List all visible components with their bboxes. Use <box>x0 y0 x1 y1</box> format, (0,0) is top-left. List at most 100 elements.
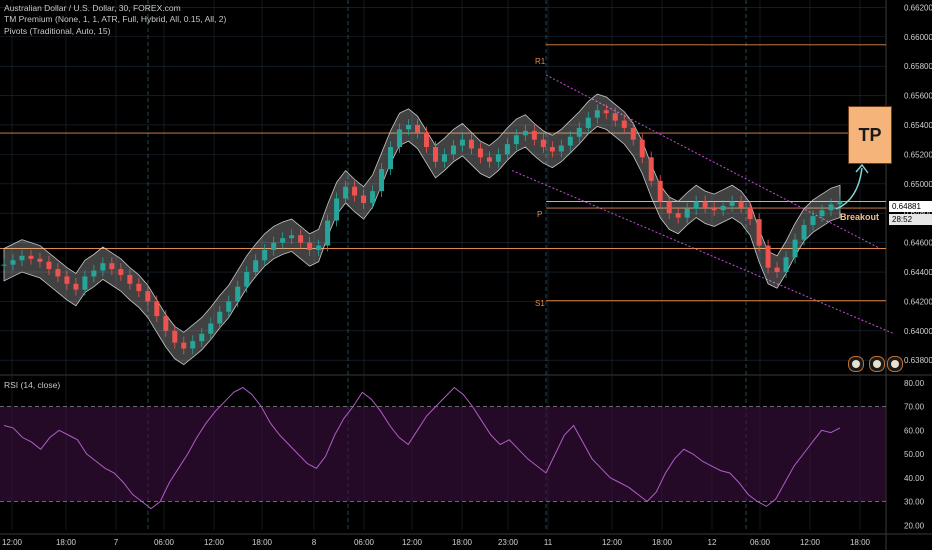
rsi-tick-label: 80.00 <box>904 379 925 388</box>
candle-body <box>477 148 483 158</box>
candle-body <box>567 136 573 146</box>
candle-body <box>352 186 358 196</box>
candle-body <box>549 147 555 152</box>
candle-body <box>486 157 492 162</box>
time-tick-label: 12:00 <box>800 538 821 547</box>
candle-body <box>388 147 394 170</box>
candle-body <box>729 201 735 206</box>
candle-body <box>783 257 789 273</box>
candle-body <box>585 117 591 128</box>
candle-body <box>756 219 762 246</box>
price-tick-label: 0.64200 <box>904 297 932 306</box>
candle-body <box>415 124 421 133</box>
candle-body <box>612 113 618 121</box>
candle-body <box>621 120 627 128</box>
time-axis[interactable]: 12:00 18:00 7 06:00 12:00 18:00 8 06:00 12:00 18:… <box>2 538 871 547</box>
time-tick-label: 11 <box>544 538 553 547</box>
candle-body <box>450 145 456 155</box>
event-badge-icon[interactable] <box>869 356 885 372</box>
candle-body <box>280 238 286 243</box>
candle-body <box>298 235 304 243</box>
rsi-tick-label: 70.00 <box>904 403 925 412</box>
rsi-tick-label: 50.00 <box>904 450 925 459</box>
price-tick-label: 0.65800 <box>904 62 932 71</box>
price-tick-label: 0.64600 <box>904 239 932 248</box>
candle-body <box>639 139 645 158</box>
candle-body <box>648 157 654 181</box>
price-candles <box>1 104 843 355</box>
candle-body <box>334 198 340 221</box>
candle-body <box>136 283 142 292</box>
time-tick-label: 8 <box>312 538 317 547</box>
candle-body <box>100 263 106 271</box>
candle-body <box>819 210 825 217</box>
candle-body <box>801 224 807 240</box>
price-tick-label: 0.65600 <box>904 92 932 101</box>
time-tick-label: 18:00 <box>252 538 273 547</box>
candle-body <box>370 191 376 203</box>
candle-body <box>55 269 61 277</box>
candle-body <box>630 127 636 140</box>
time-tick-label: 18:00 <box>56 538 77 547</box>
last-price-tag: 0.64881 <box>889 201 932 212</box>
candle-body <box>316 245 322 250</box>
time-tick-label: 12:00 <box>602 538 623 547</box>
candle-body <box>675 213 681 218</box>
candle-body <box>693 201 699 209</box>
candle-body <box>603 110 609 114</box>
legend-indicator-pivots[interactable]: Pivots (Traditional, Auto, 15) <box>4 26 111 36</box>
rsi-tick-label: 20.00 <box>904 521 925 530</box>
legend-indicator-tm[interactable]: TM Premium (None, 1, 1, ATR, Full, Hybri… <box>4 14 227 24</box>
candle-body <box>91 270 97 277</box>
bar-countdown-tag: 28:52 <box>889 214 932 225</box>
candle-body <box>64 276 70 284</box>
candle-body <box>504 144 510 155</box>
candle-body <box>145 291 151 302</box>
candle-body <box>181 342 187 349</box>
candle-body <box>10 260 16 265</box>
channel-lower <box>511 170 895 335</box>
event-badge-icon[interactable] <box>887 356 903 372</box>
candle-body <box>325 220 331 246</box>
candle-body <box>774 267 780 273</box>
time-tick-label: 06:00 <box>154 538 175 547</box>
event-badge-icon[interactable] <box>848 356 864 372</box>
candle-body <box>46 261 52 270</box>
pivot-label-p: P <box>537 210 543 219</box>
candle-body <box>684 208 690 218</box>
candle-body <box>307 242 313 250</box>
candle-body <box>666 201 672 214</box>
time-tick-label: 06:00 <box>354 538 375 547</box>
candle-body <box>289 235 295 239</box>
candle-body <box>208 323 214 334</box>
time-tick-label: 06:00 <box>750 538 771 547</box>
price-tick-label: 0.66200 <box>904 3 932 12</box>
candle-body <box>199 333 205 342</box>
candle-body <box>397 129 403 148</box>
price-tick-label: 0.64400 <box>904 268 932 277</box>
price-axis[interactable]: 0.66200 0.66000 0.65800 0.65600 0.65400 0.652… <box>904 3 932 530</box>
price-channel <box>511 74 895 335</box>
candle-body <box>172 330 178 343</box>
tp-arrow-head-icon <box>855 163 869 174</box>
candle-body <box>432 147 438 162</box>
candle-body <box>73 283 79 290</box>
pivot-label-s1: S1 <box>535 299 545 308</box>
candle-body <box>441 154 447 162</box>
rsi-tick-label: 30.00 <box>904 498 925 507</box>
candle-body <box>810 216 816 225</box>
candle-body <box>154 301 160 317</box>
legend-symbol[interactable]: Australian Dollar / U.S. Dollar, 30, FOR… <box>4 3 181 13</box>
take-profit-box[interactable]: TP <box>848 106 892 164</box>
candle-body <box>828 204 834 211</box>
candle-body <box>513 135 519 145</box>
candle-body <box>747 207 753 220</box>
legend-rsi[interactable]: RSI (14, close) <box>4 380 61 390</box>
candle-body <box>361 195 367 203</box>
time-tick-label: 7 <box>114 538 119 547</box>
price-tick-label: 0.64000 <box>904 327 932 336</box>
candle-body <box>495 154 501 162</box>
candle-body <box>540 139 546 148</box>
candle-body <box>711 207 717 211</box>
